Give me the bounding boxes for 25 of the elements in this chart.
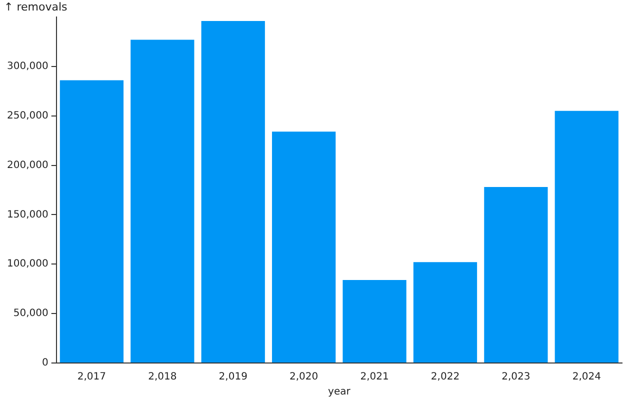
bar	[413, 262, 478, 362]
bar	[60, 80, 124, 362]
x-tick-label: 2,022	[430, 372, 460, 383]
x-tick-label: 2,017	[77, 372, 106, 383]
y-tick-label: 0	[42, 358, 48, 369]
y-tick-label: 250,000	[6, 110, 48, 122]
y-axis-title: ↑ removals	[4, 0, 68, 14]
y-tick-label: 300,000	[6, 61, 48, 72]
bar	[342, 280, 406, 362]
bar	[201, 20, 265, 362]
x-tick-label: 2,020	[290, 372, 318, 383]
y-tick-label: 150,000	[6, 209, 48, 220]
x-axis-title: year	[328, 386, 352, 398]
bar	[554, 110, 618, 362]
x-tick-label: 2,018	[148, 372, 177, 383]
bar	[484, 187, 548, 362]
y-tick-label: 100,000	[6, 258, 48, 270]
y-tick-label: 200,000	[6, 160, 48, 171]
x-tick-label: 2,024	[572, 372, 601, 383]
x-tick-label: 2,019	[218, 372, 248, 383]
y-tick-label: 50,000	[13, 308, 48, 320]
x-tick-label: 2,021	[360, 372, 389, 383]
bar	[130, 40, 194, 362]
bar	[272, 132, 336, 362]
x-tick-label: 2,023	[502, 372, 530, 383]
